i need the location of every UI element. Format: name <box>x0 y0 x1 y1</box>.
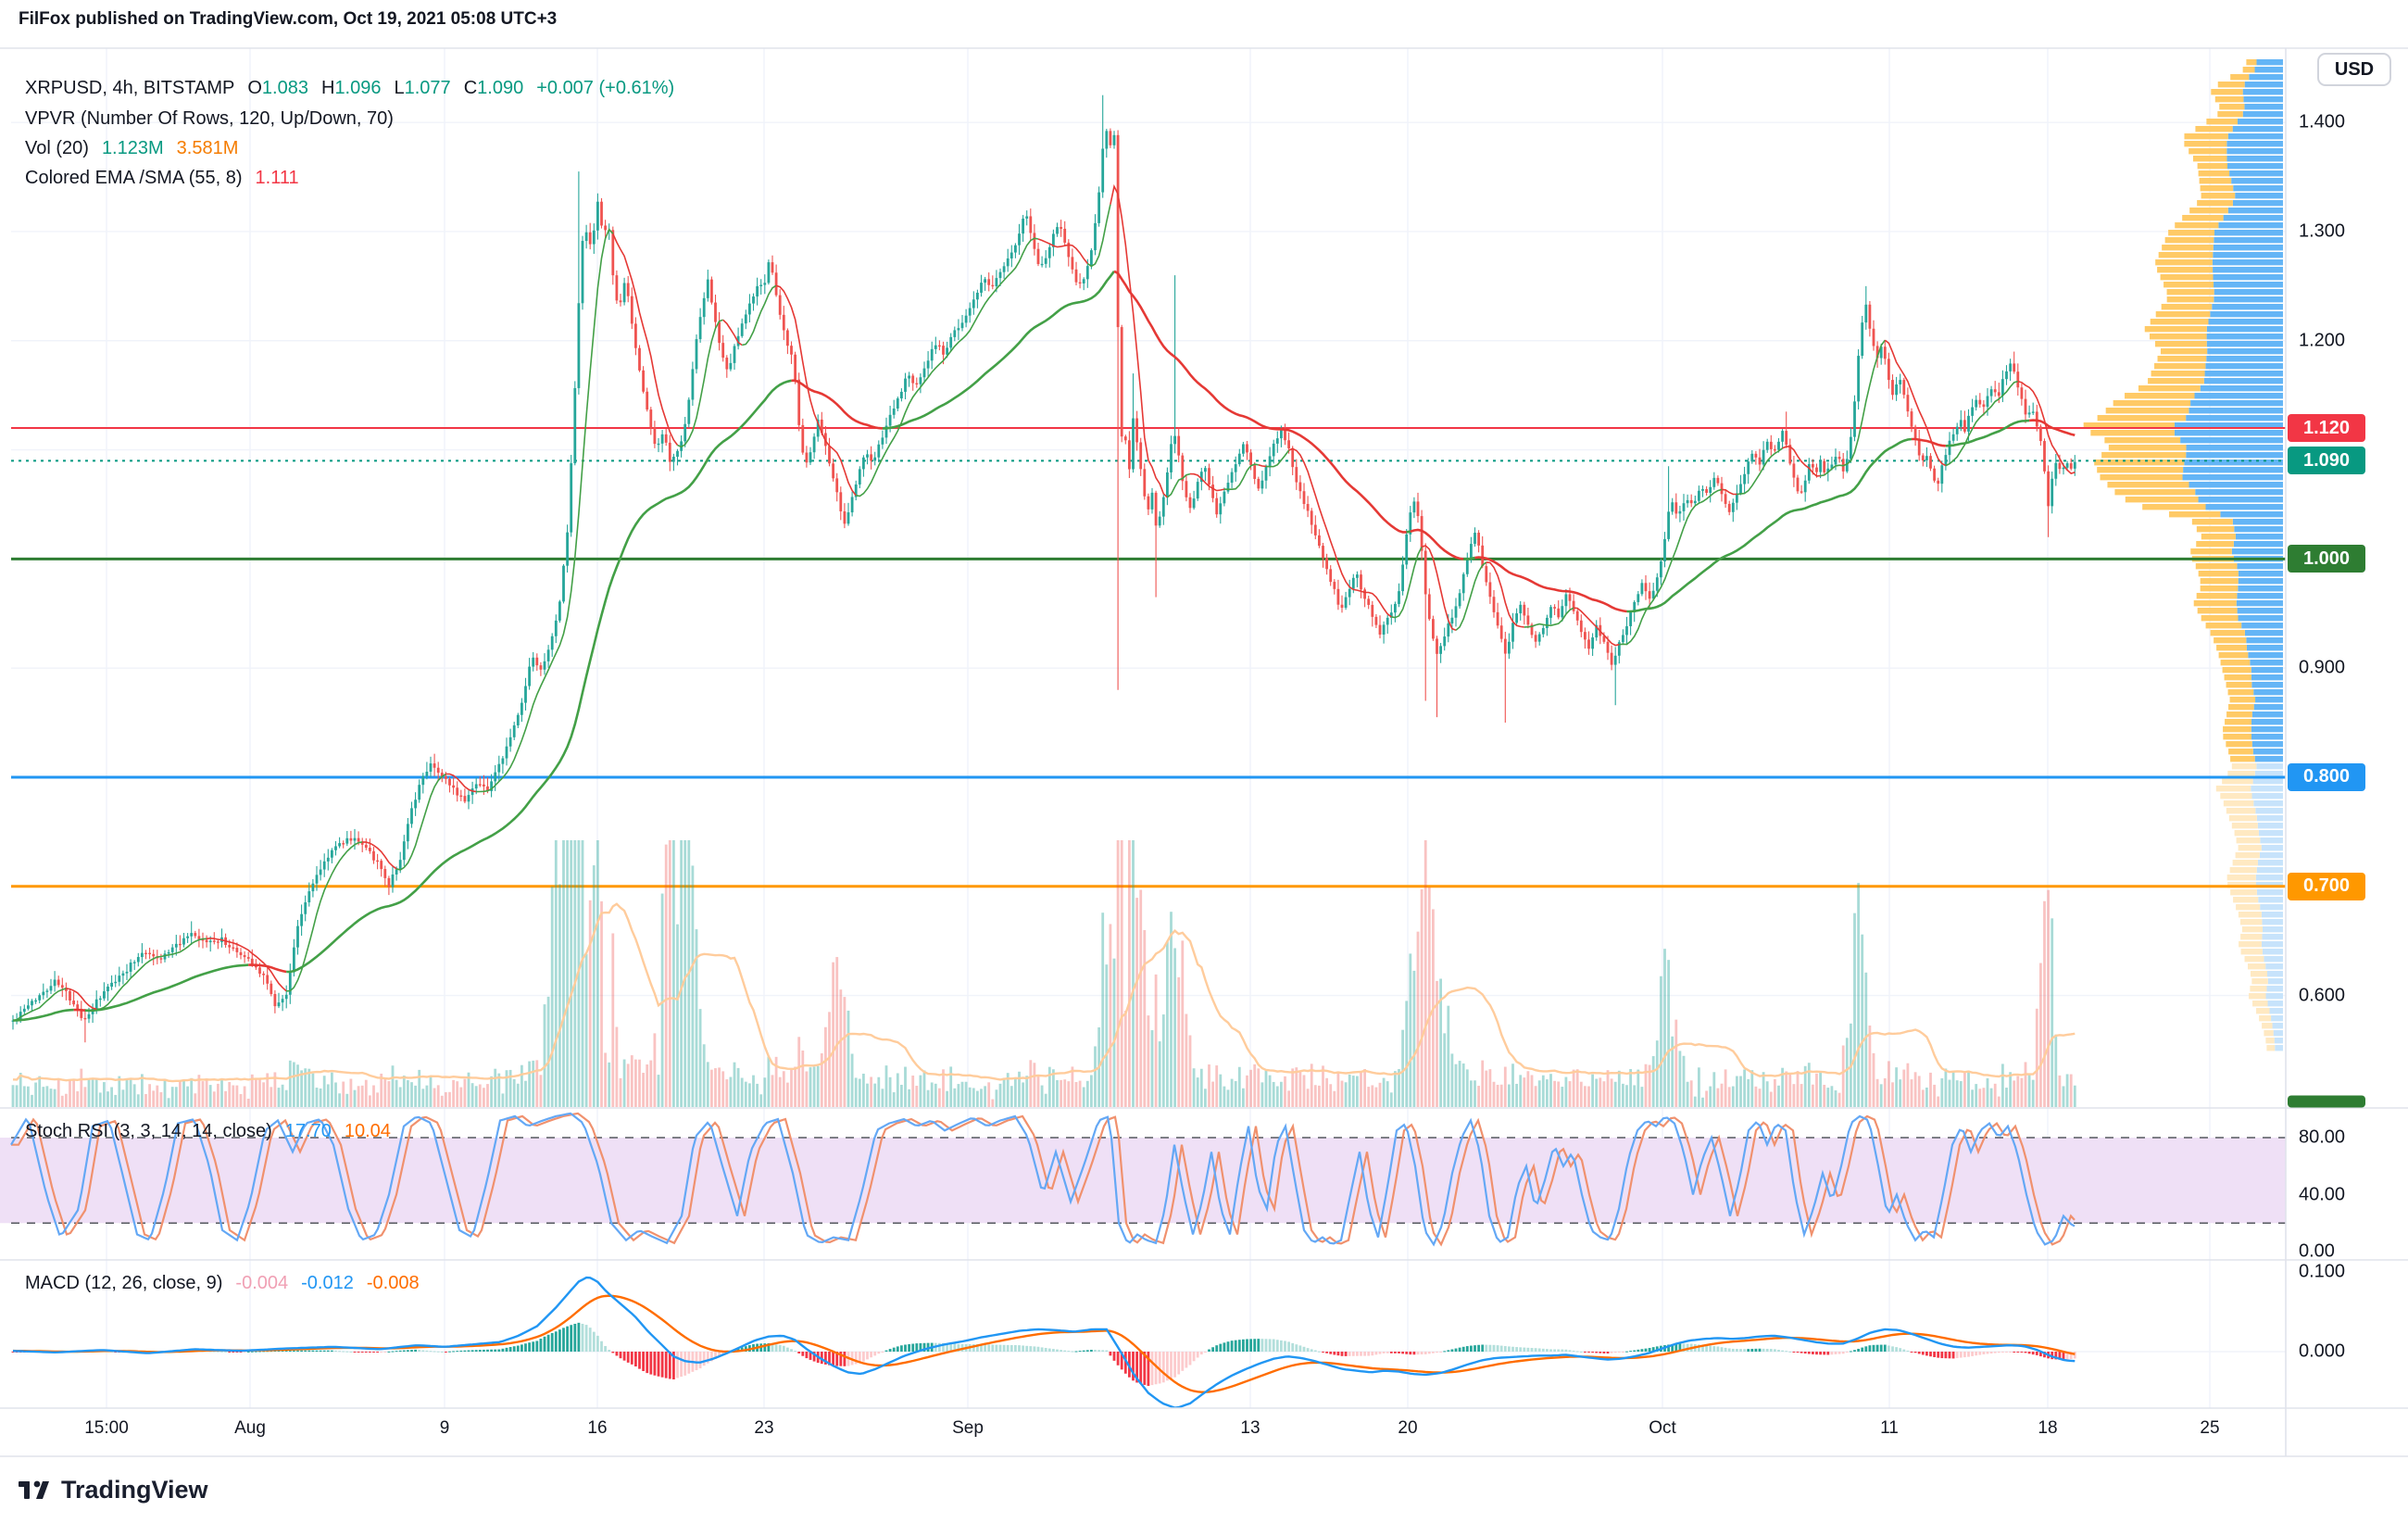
symbol-title: XRPUSD, 4h, BITSTAMP <box>25 78 235 98</box>
time-tick: 20 <box>1398 1418 1418 1438</box>
vol-value: 1.123M <box>101 138 164 158</box>
time-tick: 13 <box>1240 1418 1260 1438</box>
ema-label: Colored EMA /SMA (55, 8) <box>25 168 243 188</box>
price-tick: 1.300 <box>2299 220 2346 242</box>
macd-hist-value: -0.004 <box>235 1273 289 1293</box>
panel-separators <box>0 47 2408 1457</box>
level-price-label[interactable]: 0.800 <box>2288 762 2365 791</box>
ohlc-low: L1.077 <box>394 78 451 98</box>
macd-label: MACD (12, 26, close, 9) <box>25 1273 223 1293</box>
level-price-label[interactable]: 1.120 <box>2288 414 2365 442</box>
volume-profile <box>2083 59 2283 1051</box>
tradingview-logo-icon[interactable] <box>19 1475 52 1504</box>
macd-tick: 0.100 <box>2299 1261 2346 1282</box>
ema-value: 1.111 <box>255 168 299 188</box>
macd-tick: 0.000 <box>2299 1340 2346 1362</box>
time-tick: Aug <box>234 1418 266 1438</box>
vpvr-legend-row[interactable]: VPVR (Number Of Rows, 120, Up/Down, 70) <box>25 108 394 130</box>
price-tick: 1.200 <box>2299 330 2346 351</box>
stoch-rsi-panel <box>0 1112 2286 1247</box>
stoch-d-value: 10.04 <box>344 1121 391 1141</box>
time-tick: 23 <box>754 1418 774 1438</box>
ohlc-open: O1.083 <box>247 78 308 98</box>
macd-signal-value: -0.008 <box>366 1273 420 1293</box>
vol-ma-value: 3.581M <box>176 138 239 158</box>
price-tick: 0.600 <box>2299 985 2346 1006</box>
stoch-tick: 40.00 <box>2299 1184 2346 1204</box>
time-tick: Oct <box>1649 1418 1676 1438</box>
price-tick: 1.400 <box>2299 111 2346 132</box>
ohlc-high: H1.096 <box>320 78 382 98</box>
time-tick: Sep <box>952 1418 984 1438</box>
clipped-volume-label <box>2288 1095 2365 1108</box>
colored-ema-sma-lines <box>12 183 2076 1022</box>
volume-legend-row[interactable]: Vol (20) 1.123M 3.581M <box>25 138 238 159</box>
publish-credit: FilFox published on TradingView.com, Oct… <box>19 9 558 29</box>
level-price-label[interactable]: 1.000 <box>2288 545 2365 573</box>
time-tick: 11 <box>1880 1418 1899 1438</box>
time-tick: 16 <box>587 1418 608 1438</box>
level-price-label[interactable]: 1.090 <box>2288 447 2365 475</box>
vpvr-label: VPVR (Number Of Rows, 120, Up/Down, 70) <box>25 108 394 129</box>
volume-ma-line <box>12 902 2076 1083</box>
symbol-legend-row[interactable]: XRPUSD, 4h, BITSTAMP O1.083 H1.096 L1.07… <box>25 78 674 99</box>
stoch-k-value: 17.70 <box>284 1121 332 1141</box>
volume-bars <box>11 840 2076 1107</box>
time-tick: 15:00 <box>84 1418 129 1438</box>
price-change: +0.007 (+0.61%) <box>536 78 675 98</box>
level-price-label[interactable]: 0.700 <box>2288 872 2365 900</box>
stoch-tick: 80.00 <box>2299 1127 2346 1148</box>
tradingview-logo-text[interactable]: TradingView <box>61 1475 208 1504</box>
macd-legend-row[interactable]: MACD (12, 26, close, 9) -0.004 -0.012 -0… <box>25 1273 420 1294</box>
candles <box>11 94 2076 1043</box>
stoch-label: Stoch RSI (3, 3, 14, 14, close) <box>25 1121 272 1141</box>
vol-label: Vol (20) <box>25 138 89 158</box>
ohlc-close: C1.090 <box>463 78 524 98</box>
stoch-tick: 0.00 <box>2299 1240 2335 1262</box>
time-tick: 18 <box>2038 1418 2058 1438</box>
time-tick: 9 <box>439 1418 450 1438</box>
price-tick: 0.900 <box>2299 657 2346 678</box>
macd-panel <box>11 1276 2076 1408</box>
time-tick: 25 <box>2200 1418 2220 1438</box>
horizontal-levels[interactable] <box>11 427 2286 888</box>
footer: TradingView <box>19 1475 208 1504</box>
ema-legend-row[interactable]: Colored EMA /SMA (55, 8) 1.111 <box>25 168 299 189</box>
stoch-legend-row[interactable]: Stoch RSI (3, 3, 14, 14, close) 17.70 10… <box>25 1121 391 1142</box>
currency-toggle-button[interactable]: USD <box>2317 53 2391 86</box>
macd-line-value: -0.012 <box>301 1273 354 1293</box>
